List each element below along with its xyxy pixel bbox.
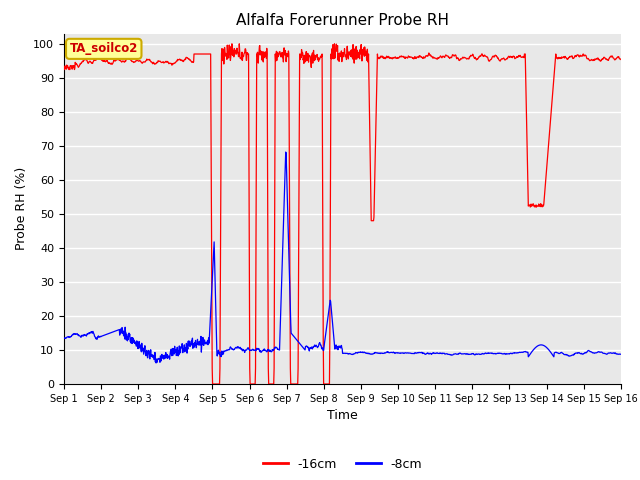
Legend: -16cm, -8cm: -16cm, -8cm: [257, 453, 428, 476]
Y-axis label: Probe RH (%): Probe RH (%): [15, 167, 28, 251]
Title: Alfalfa Forerunner Probe RH: Alfalfa Forerunner Probe RH: [236, 13, 449, 28]
Text: TA_soilco2: TA_soilco2: [70, 42, 138, 55]
X-axis label: Time: Time: [327, 409, 358, 422]
